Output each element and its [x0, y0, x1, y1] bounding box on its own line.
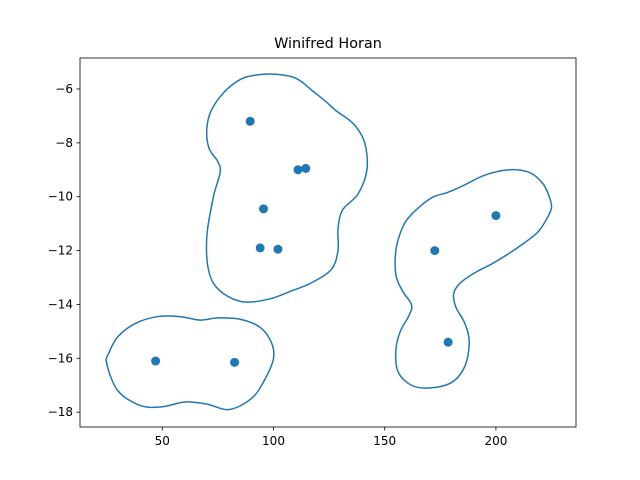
y-tick-label: −6 [55, 82, 73, 96]
data-point-7 [293, 165, 303, 175]
data-point-3 [245, 116, 255, 126]
x-tick-label: 50 [155, 434, 170, 448]
axes: 50 100 150 200 −18 −16 −14 −12 −10 −8 −6 [48, 57, 577, 448]
data-point-5 [259, 204, 268, 214]
data-point-10 [443, 337, 453, 347]
data-point-8 [301, 163, 311, 173]
point-layer [151, 116, 501, 367]
y-tick-label: −18 [48, 405, 73, 419]
y-tick-label: −10 [48, 190, 73, 204]
contour-line-2 [205, 73, 369, 303]
data-point-2 [230, 357, 240, 367]
data-point-4 [255, 243, 265, 253]
x-tick-label: 100 [262, 434, 285, 448]
plot-frame [79, 57, 577, 428]
data-point-9 [430, 246, 440, 256]
y-tick-label: −8 [55, 136, 73, 150]
data-point-11 [491, 211, 501, 221]
contour-layer [105, 73, 553, 411]
data-point-1 [151, 356, 161, 366]
contour-line-3 [394, 168, 553, 389]
data-point-6 [273, 244, 283, 254]
y-tick-label: −14 [48, 297, 73, 311]
x-tick-label: 150 [373, 434, 396, 448]
y-tick-label: −12 [48, 244, 73, 258]
y-tick-label: −16 [48, 351, 73, 365]
chart-title: Winifred Horan [274, 36, 382, 52]
x-tick-label: 200 [484, 434, 507, 448]
contour-line-1 [105, 315, 275, 411]
